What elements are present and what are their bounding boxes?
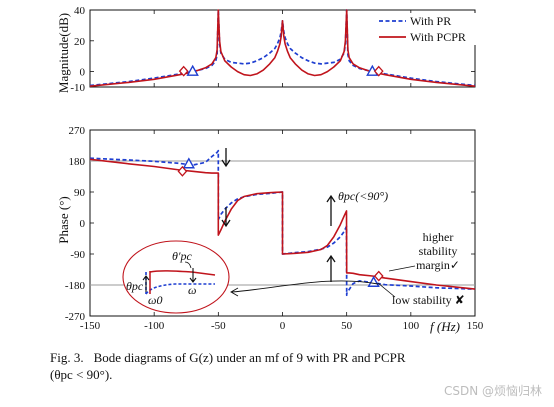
caption-text: Bode diagrams of G(z) under an mf of 9 w… (93, 350, 406, 365)
y-tick-label: 180 (69, 156, 86, 168)
pointer-line (377, 282, 396, 298)
x-tick-label: -50 (211, 320, 226, 332)
x-tick-label: 50 (341, 320, 353, 332)
inset-theta-pc: θpc (126, 279, 144, 293)
legend-entry-with-pr: With PR (410, 14, 451, 28)
x-tick-label: 150 (467, 320, 484, 332)
triangle-marker (182, 157, 196, 169)
caption-line-2: (θpc < 90°). (50, 367, 113, 382)
y-tick-label: 40 (74, 5, 86, 17)
higher-margin-line-3: margin✓ (416, 258, 460, 272)
x-tick-label: -150 (80, 320, 101, 332)
arrow-up-icon (142, 275, 150, 292)
diamond-marker (373, 270, 384, 282)
y-tick-label: -270 (65, 311, 86, 323)
x-tick-label: 100 (403, 320, 420, 332)
y-tick-label: 0 (80, 67, 86, 79)
arrow-up-icon (326, 254, 336, 282)
phase-y-tick-labels: -270 -180 -90 0 90 180 270 (65, 125, 86, 323)
arrow-down-icon (189, 268, 197, 283)
legend-box (373, 13, 477, 45)
diamond-marker (373, 65, 384, 77)
inset-zoom: θpc θ′pc ω0 ω (122, 240, 230, 314)
arrow-up-icon (326, 194, 336, 226)
y-tick-label: 270 (69, 125, 86, 137)
inset-omega0: ω0 (148, 293, 162, 307)
y-tick-label: -180 (65, 280, 86, 292)
magnitude-panel: -10 0 20 40 Magnitude(dB) With PR With PCPR (56, 5, 477, 94)
phase-series (89, 149, 476, 297)
legend-entry-with-pcpr: With PCPR (410, 30, 466, 44)
magnitude-y-tick-labels: -10 0 20 40 (70, 5, 85, 94)
watermark: CSDN @烦恼归林 (443, 384, 542, 398)
phase-annotations: θpc(<90°) higher stability margin✓ low s… (122, 148, 465, 314)
magnitude-series (89, 9, 476, 87)
y-tick-label: -10 (70, 82, 85, 94)
series-line-with-pcpr (89, 158, 476, 290)
low-stability-annotation: low stability ✘ (392, 293, 465, 307)
figure-caption: Fig. 3. Bode diagrams of G(z) under an mf… (50, 349, 550, 383)
inset-ellipse (122, 240, 230, 314)
diamond-marker (178, 65, 189, 77)
phase-panel: -270 -180 -90 0 90 180 270 -150 -100 -50 0 50 100 15… (56, 125, 484, 334)
arrow-down-icon (221, 148, 231, 168)
x-tick-label: -100 (144, 320, 165, 332)
pointer-line (388, 265, 416, 272)
y-tick-label: 0 (80, 218, 86, 230)
phase-x-axis-label: f (Hz) (430, 319, 460, 334)
inset-red-curve (149, 270, 216, 276)
series-line-with-pcpr (89, 9, 476, 87)
theta-pc-annotation: θpc(<90°) (338, 189, 388, 203)
curved-arrow (231, 280, 379, 293)
phase-y-axis-label: Phase (°) (56, 196, 71, 243)
y-tick-label: -90 (70, 249, 85, 261)
triangle-marker (186, 64, 199, 76)
x-tick-label: 0 (280, 320, 286, 332)
diamond-marker (177, 165, 188, 177)
higher-margin-line-1: higher (423, 230, 454, 244)
inset-omega: ω (188, 283, 196, 297)
legend: With PR With PCPR (373, 13, 477, 45)
y-tick-label: 90 (74, 187, 86, 199)
phase-x-tick-labels: -150 -100 -50 0 50 100 150 (80, 320, 484, 332)
magnitude-markers (178, 64, 384, 77)
phase-markers (177, 157, 384, 287)
inset-blue-curve (145, 283, 215, 295)
higher-margin-line-2: stability (419, 244, 458, 258)
magnitude-y-axis-label: Magnitude(dB) (56, 13, 71, 93)
arrow-head-icon (230, 287, 239, 297)
y-tick-label: 20 (74, 36, 86, 48)
pointer-line (184, 261, 192, 269)
inset-theta-pc-prime: θ′pc (172, 249, 193, 263)
arrow-down-icon (221, 207, 231, 228)
caption-fig-number: Fig. 3. (50, 350, 84, 365)
